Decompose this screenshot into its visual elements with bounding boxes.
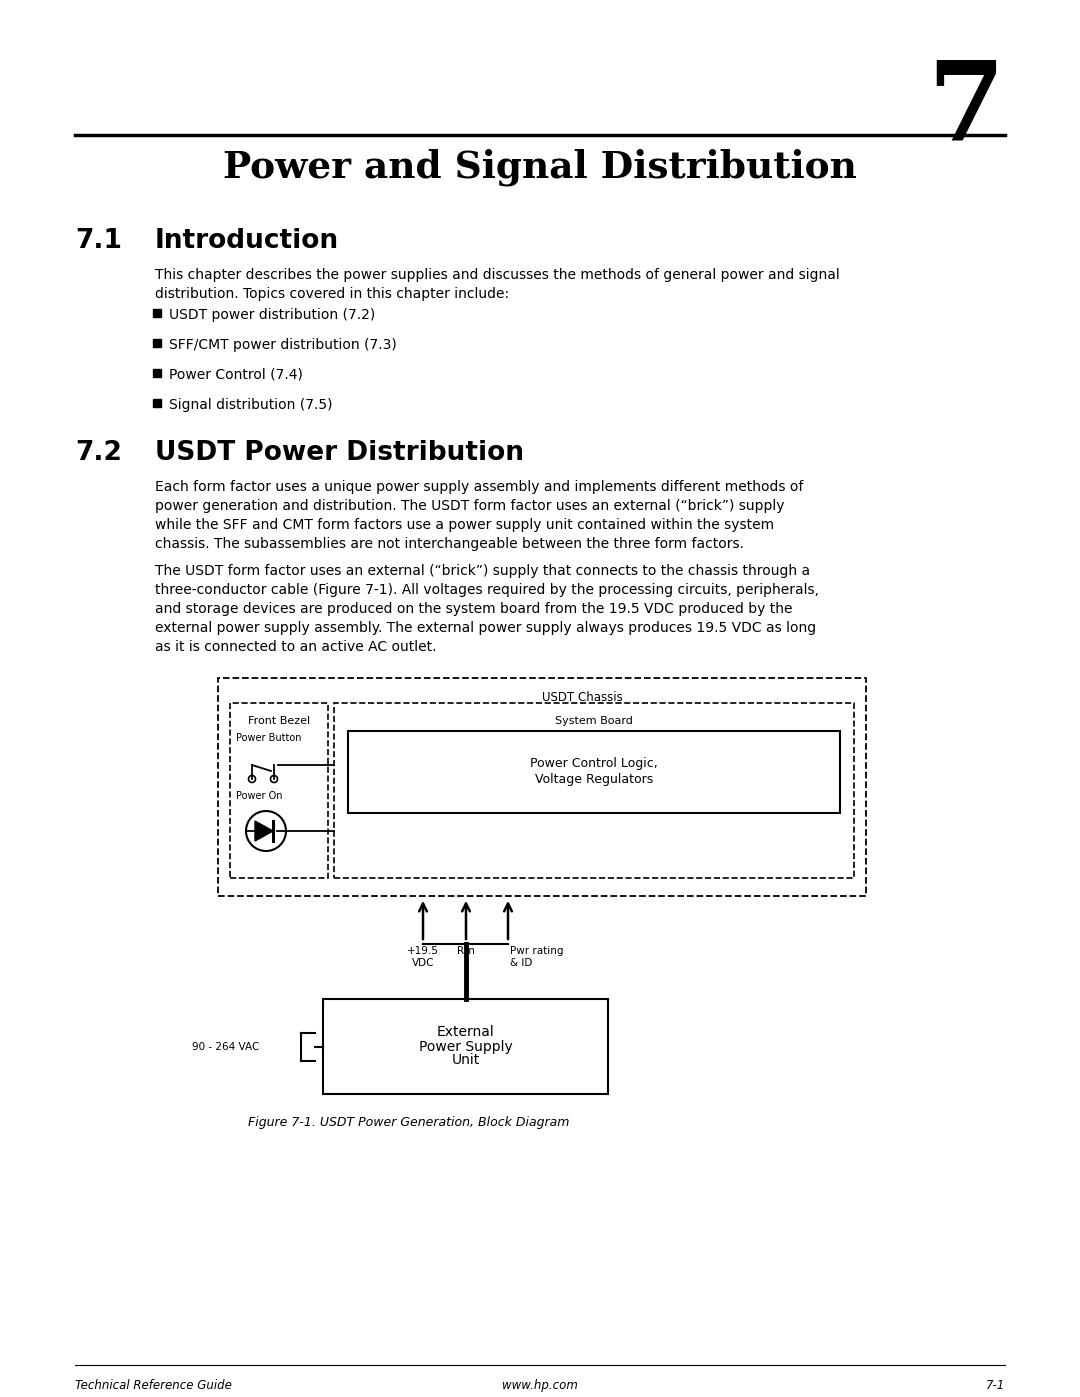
Text: Technical Reference Guide: Technical Reference Guide [75,1379,232,1391]
Text: This chapter describes the power supplies and discusses the methods of general p: This chapter describes the power supplie… [156,268,840,282]
Bar [323,999,608,1094]
Polygon shape [255,821,273,841]
Text: www.hp.com: www.hp.com [502,1379,578,1391]
Text: power generation and distribution. The USDT form factor uses an external (“brick: power generation and distribution. The U… [156,499,784,513]
Text: USDT Power Distribution: USDT Power Distribution [156,440,524,467]
Text: chassis. The subassemblies are not interchangeable between the three form factor: chassis. The subassemblies are not inter… [156,536,744,550]
Text: The USDT form factor uses an external (“brick”) supply that connects to the chas: The USDT form factor uses an external (“… [156,564,810,578]
Bar [153,369,161,377]
Text: external power supply assembly. The external power supply always produces 19.5 V: external power supply assembly. The exte… [156,622,816,636]
Text: 7.1: 7.1 [75,228,122,254]
Text: Unit: Unit [451,1053,480,1067]
Text: Power Supply: Power Supply [419,1039,512,1053]
Text: three-conductor cable (Figure 7-1). All voltages required by the processing circ: three-conductor cable (Figure 7-1). All … [156,583,819,597]
Bar [218,678,866,895]
Text: System Board: System Board [555,717,633,726]
Text: distribution. Topics covered in this chapter include:: distribution. Topics covered in this cha… [156,286,509,300]
Text: Voltage Regulators: Voltage Regulators [535,774,653,787]
Bar [348,731,840,813]
Bar [153,339,161,346]
Text: External: External [436,1025,495,1039]
Text: Signal distribution (7.5): Signal distribution (7.5) [168,398,333,412]
Text: 7: 7 [928,54,1005,162]
Text: SFF/CMT power distribution (7.3): SFF/CMT power distribution (7.3) [168,338,396,352]
Text: Power Control (7.4): Power Control (7.4) [168,367,302,381]
Text: 7.2: 7.2 [75,440,122,467]
Text: Each form factor uses a unique power supply assembly and implements different me: Each form factor uses a unique power sup… [156,481,804,495]
Text: Introduction: Introduction [156,228,339,254]
Text: Power and Signal Distribution: Power and Signal Distribution [224,148,856,186]
Text: and storage devices are produced on the system board from the 19.5 VDC produced : and storage devices are produced on the … [156,602,793,616]
Text: 90 - 264 VAC: 90 - 264 VAC [191,1042,259,1052]
Text: Power On: Power On [237,791,283,800]
Bar [334,703,854,877]
Text: +19.5
VDC: +19.5 VDC [407,946,438,968]
Text: Power Control Logic,: Power Control Logic, [530,757,658,771]
Text: Figure 7-1. USDT Power Generation, Block Diagram: Figure 7-1. USDT Power Generation, Block… [248,1116,569,1129]
Text: USDT Chassis: USDT Chassis [542,692,622,704]
Text: USDT power distribution (7.2): USDT power distribution (7.2) [168,307,375,321]
Text: Rtn: Rtn [457,946,475,956]
Text: Pwr rating
& ID: Pwr rating & ID [510,946,564,968]
Bar [230,703,328,877]
Text: as it is connected to an active AC outlet.: as it is connected to an active AC outle… [156,640,436,654]
Text: while the SFF and CMT form factors use a power supply unit contained within the : while the SFF and CMT form factors use a… [156,518,774,532]
Text: Power Button: Power Button [237,733,301,743]
Bar [153,309,161,317]
Bar [153,400,161,407]
Text: Front Bezel: Front Bezel [248,717,310,726]
Text: 7-1: 7-1 [986,1379,1005,1391]
